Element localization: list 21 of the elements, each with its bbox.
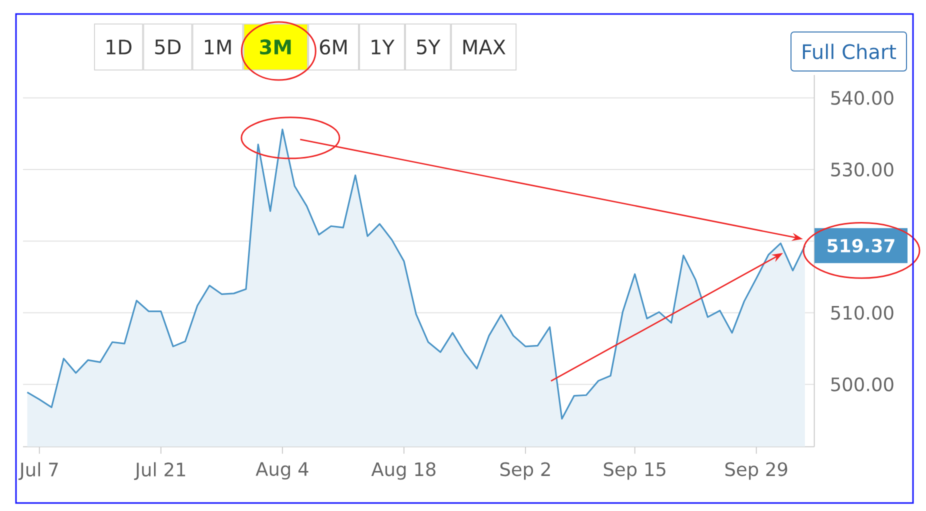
x-tick-label: Aug 18: [371, 462, 436, 480]
text: 1D: [106, 40, 132, 54]
x-tick-label: Sep 15: [604, 462, 666, 480]
x-tick-label: Sep 29: [725, 462, 788, 480]
text: Full Chart: [802, 44, 896, 60]
x-tick-label: Sep 2: [500, 462, 550, 480]
text: 3M: [260, 39, 291, 55]
text: 519.37: [828, 238, 894, 252]
text: 6M: [320, 39, 347, 55]
y-tick-label: 530.00: [831, 162, 894, 177]
y-tick-label: 540.00: [831, 90, 894, 105]
text: 1Y: [372, 40, 395, 54]
y-tick-label: 500.00: [831, 377, 894, 392]
y-tick-label: 510.00: [831, 306, 894, 320]
x-tick-label: Jul 21: [134, 462, 186, 480]
x-tick-label: Jul 7: [18, 462, 58, 480]
text: MAX: [463, 40, 506, 54]
text: 5D: [155, 40, 181, 54]
text: 1M: [204, 40, 231, 54]
x-tick-label: Aug 4: [256, 462, 308, 480]
text: 5Y: [417, 40, 440, 54]
